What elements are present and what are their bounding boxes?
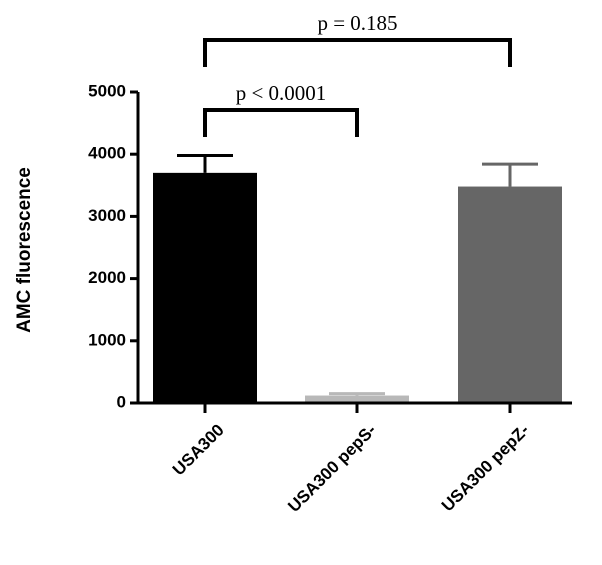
y-tick-label: 4000 bbox=[88, 144, 126, 163]
y-tick-label: 2000 bbox=[88, 268, 126, 287]
x-tick-label: USA300 bbox=[169, 420, 228, 479]
significance-bracket bbox=[203, 108, 359, 137]
y-tick-label: 5000 bbox=[88, 81, 126, 100]
bar bbox=[153, 172, 257, 403]
y-tick-label: 0 bbox=[117, 392, 126, 411]
x-tick-label: USA300 pepS- bbox=[284, 420, 380, 516]
significance-label: p < 0.0001 bbox=[236, 81, 327, 105]
significance-label: p = 0.185 bbox=[317, 11, 397, 35]
y-axis-label: AMC fluorescence bbox=[14, 167, 35, 333]
bar bbox=[305, 395, 409, 403]
x-tick-label: USA300 pepZ- bbox=[438, 420, 533, 515]
significance-bracket bbox=[203, 38, 512, 67]
y-tick-label: 1000 bbox=[88, 330, 126, 349]
y-tick-label: 3000 bbox=[88, 206, 126, 225]
bar bbox=[458, 186, 562, 403]
